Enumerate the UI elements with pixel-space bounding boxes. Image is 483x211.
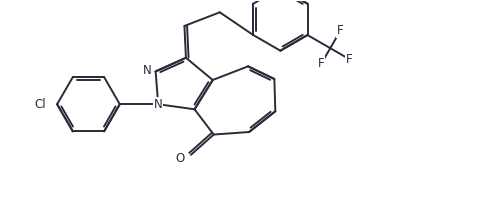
Text: N: N [143,64,152,77]
Text: F: F [318,57,325,70]
Text: O: O [176,152,185,165]
Text: F: F [337,24,343,37]
Text: N: N [154,98,163,111]
Text: F: F [346,53,353,66]
Text: Cl: Cl [34,98,46,111]
